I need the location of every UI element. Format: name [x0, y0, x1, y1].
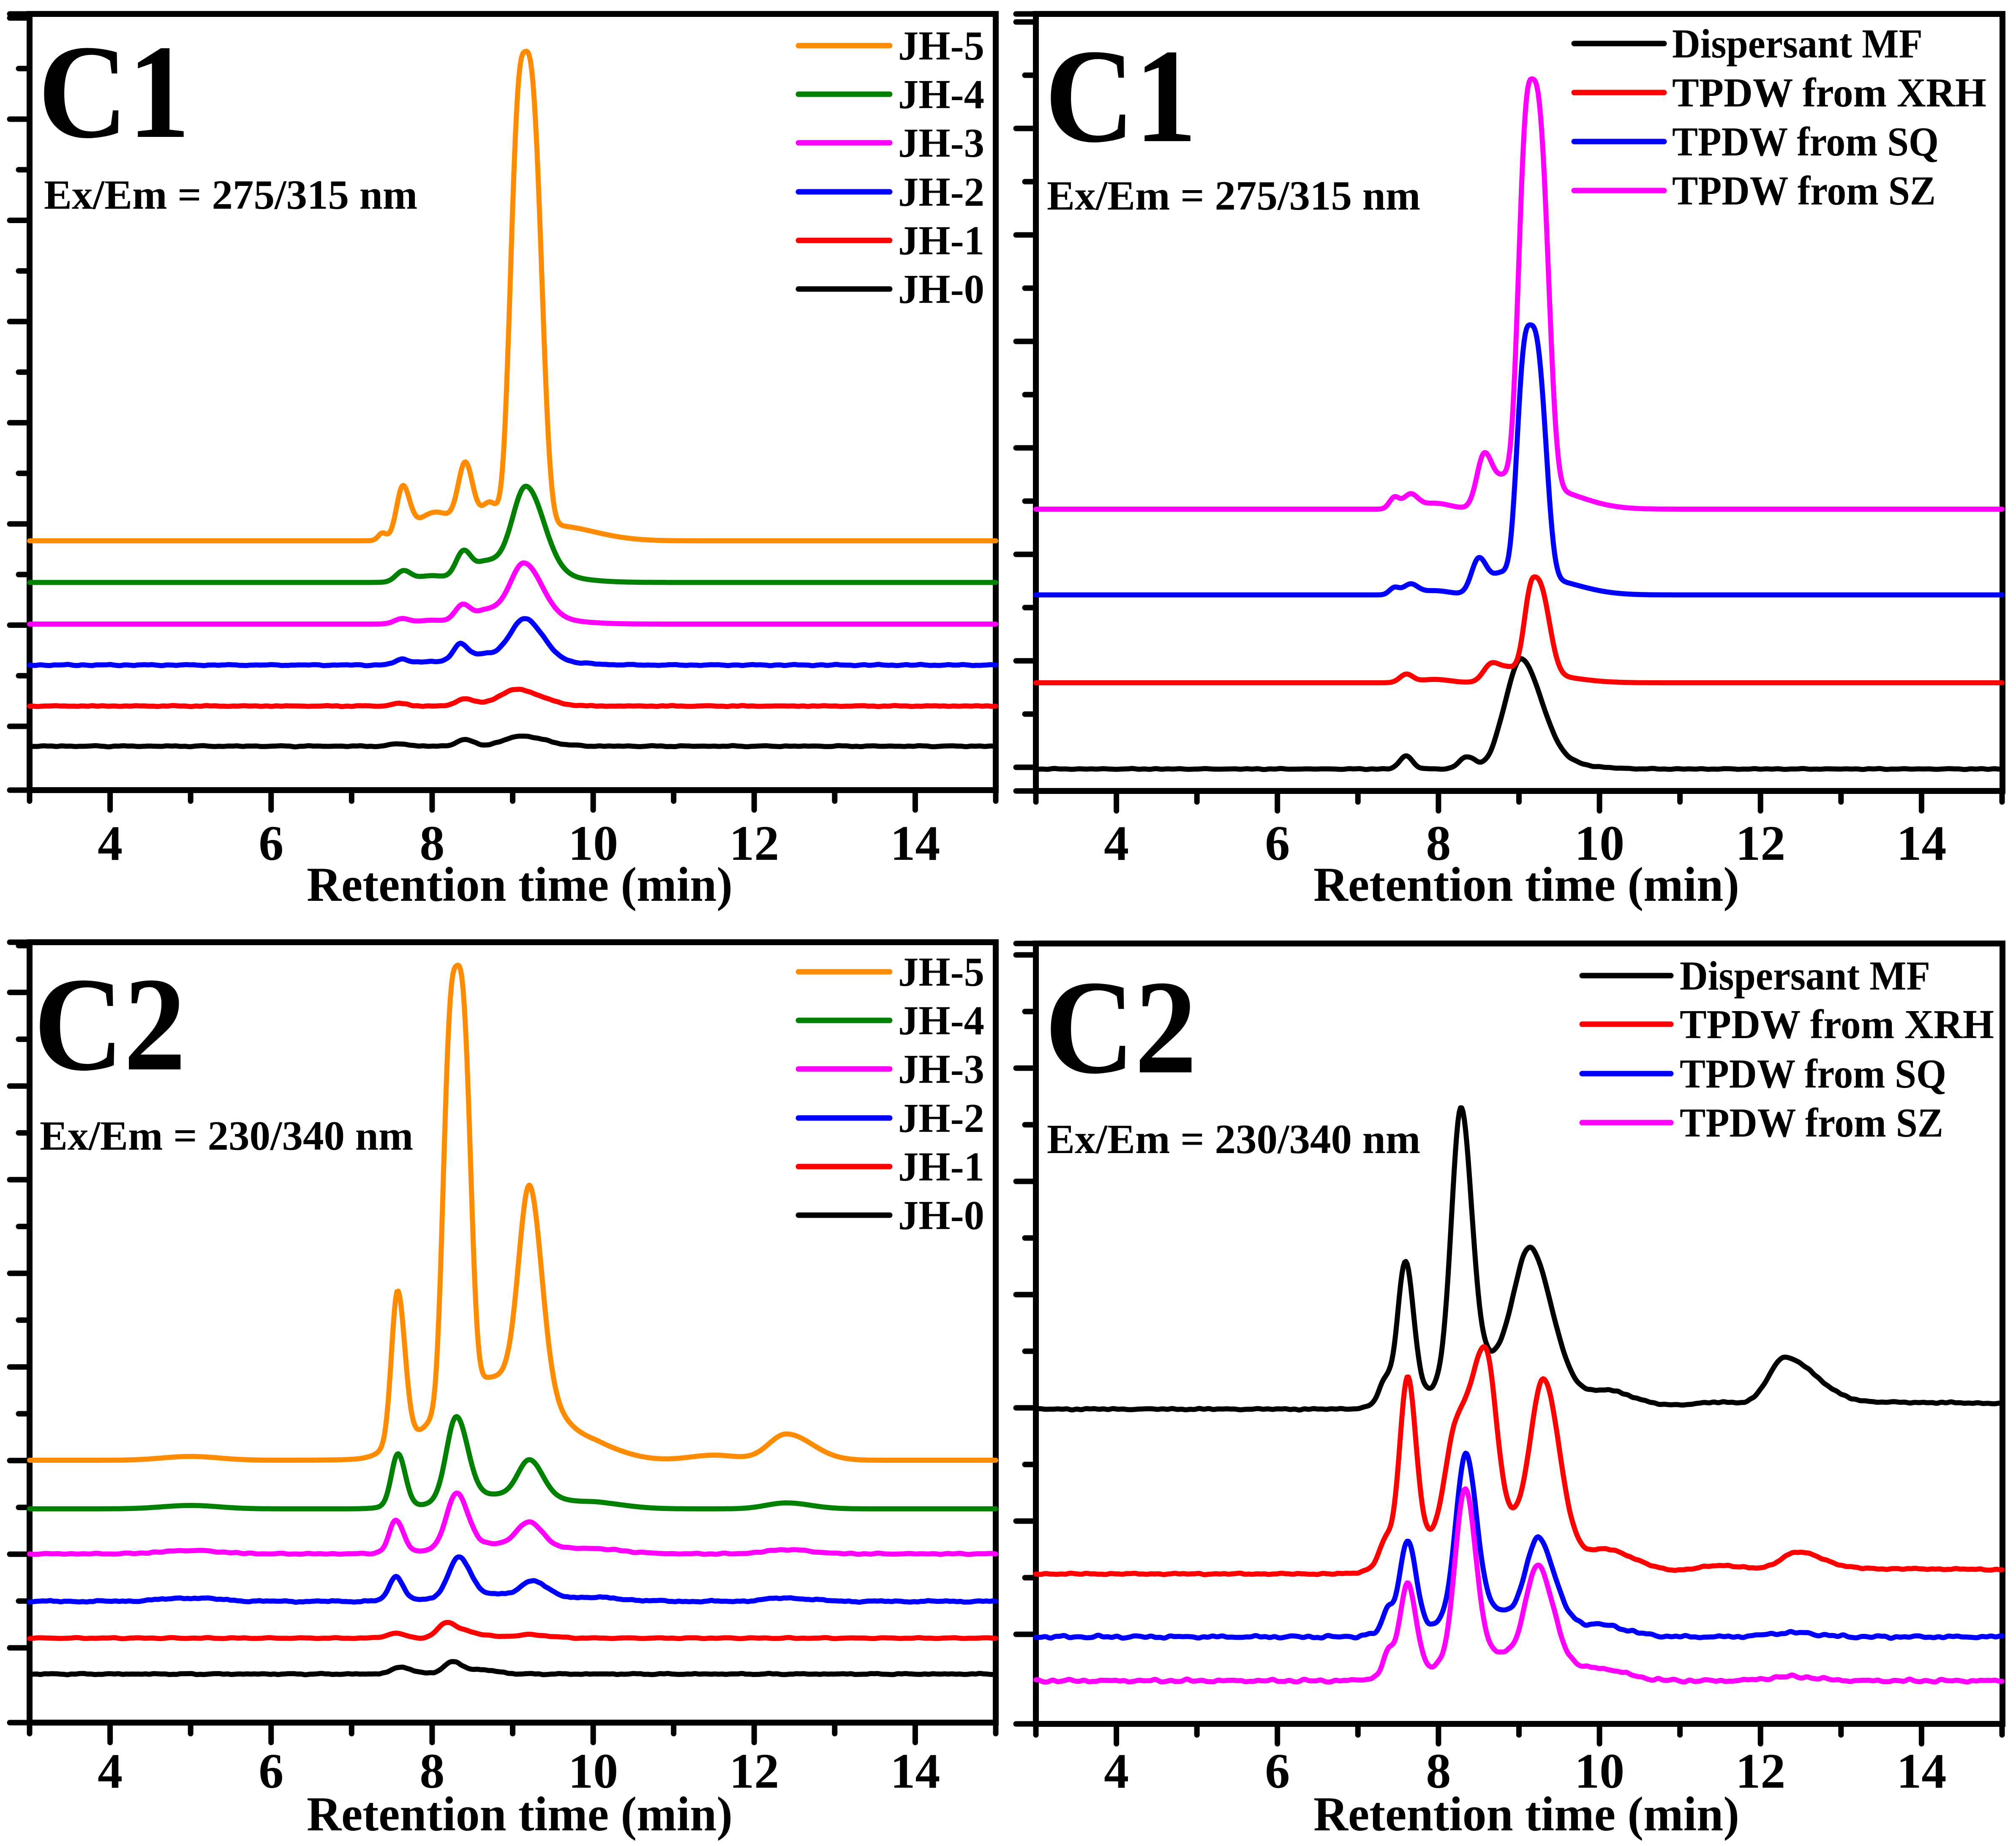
- svg-text:Ex/Em = 275/315 nm: Ex/Em = 275/315 nm: [1047, 173, 1420, 219]
- svg-text:JH-5: JH-5: [898, 23, 984, 68]
- svg-text:6: 6: [259, 815, 283, 871]
- svg-text:8: 8: [420, 1743, 444, 1799]
- svg-text:TPDW from XRH: TPDW from XRH: [1680, 1002, 1994, 1047]
- svg-text:6: 6: [259, 1743, 283, 1799]
- svg-text:JH-3: JH-3: [898, 1047, 984, 1092]
- svg-text:TPDW from SQ: TPDW from SQ: [1672, 119, 1939, 164]
- svg-text:Retention time (min): Retention time (min): [1313, 858, 1739, 912]
- svg-text:C2: C2: [1045, 953, 1197, 1102]
- svg-text:C2: C2: [34, 950, 186, 1099]
- svg-text:12: 12: [1735, 815, 1785, 871]
- svg-text:10: 10: [568, 1743, 618, 1799]
- svg-text:14: 14: [890, 1743, 940, 1799]
- svg-text:Retention time (min): Retention time (min): [307, 1787, 733, 1841]
- svg-text:JH-2: JH-2: [898, 1096, 984, 1141]
- svg-text:4: 4: [1104, 1743, 1129, 1799]
- svg-text:TPDW from SZ: TPDW from SZ: [1672, 168, 1936, 213]
- svg-text:TPDW from XRH: TPDW from XRH: [1672, 70, 1986, 115]
- svg-text:10: 10: [1575, 1743, 1624, 1799]
- svg-text:JH-4: JH-4: [898, 72, 984, 117]
- svg-text:Ex/Em = 230/340 nm: Ex/Em = 230/340 nm: [1047, 1116, 1420, 1162]
- svg-text:C1: C1: [38, 17, 190, 166]
- svg-text:12: 12: [1735, 1743, 1785, 1799]
- svg-text:8: 8: [1426, 1743, 1451, 1799]
- svg-text:JH-1: JH-1: [898, 218, 984, 263]
- svg-text:8: 8: [1426, 815, 1451, 871]
- svg-text:12: 12: [729, 815, 779, 871]
- svg-text:6: 6: [1265, 1743, 1290, 1799]
- svg-text:JH-0: JH-0: [898, 267, 984, 312]
- svg-text:4: 4: [98, 1743, 123, 1799]
- svg-text:JH-5: JH-5: [898, 949, 984, 995]
- svg-text:10: 10: [1575, 815, 1624, 871]
- svg-text:14: 14: [1896, 1743, 1946, 1799]
- svg-text:C1: C1: [1045, 22, 1197, 170]
- svg-text:4: 4: [98, 815, 123, 871]
- svg-text:6: 6: [1265, 815, 1290, 871]
- svg-text:JH-2: JH-2: [898, 169, 984, 215]
- svg-text:JH-1: JH-1: [898, 1144, 984, 1189]
- svg-text:Ex/Em = 230/340 nm: Ex/Em = 230/340 nm: [40, 1113, 413, 1159]
- svg-text:JH-0: JH-0: [898, 1193, 984, 1238]
- svg-text:10: 10: [568, 815, 618, 871]
- svg-text:JH-3: JH-3: [898, 120, 984, 166]
- svg-text:4: 4: [1104, 815, 1129, 871]
- svg-text:12: 12: [729, 1743, 779, 1799]
- svg-text:Dispersant MF: Dispersant MF: [1680, 953, 1930, 998]
- svg-text:14: 14: [1896, 815, 1946, 871]
- svg-text:Retention time (min): Retention time (min): [1313, 1787, 1739, 1841]
- svg-text:8: 8: [420, 815, 444, 871]
- svg-text:TPDW from SQ: TPDW from SQ: [1680, 1051, 1946, 1096]
- svg-text:Ex/Em = 275/315 nm: Ex/Em = 275/315 nm: [44, 172, 417, 218]
- svg-text:Dispersant MF: Dispersant MF: [1672, 21, 1923, 66]
- svg-text:Retention time (min): Retention time (min): [307, 858, 733, 912]
- svg-text:JH-4: JH-4: [898, 998, 984, 1043]
- svg-text:14: 14: [890, 815, 940, 871]
- svg-text:TPDW from SZ: TPDW from SZ: [1680, 1100, 1943, 1145]
